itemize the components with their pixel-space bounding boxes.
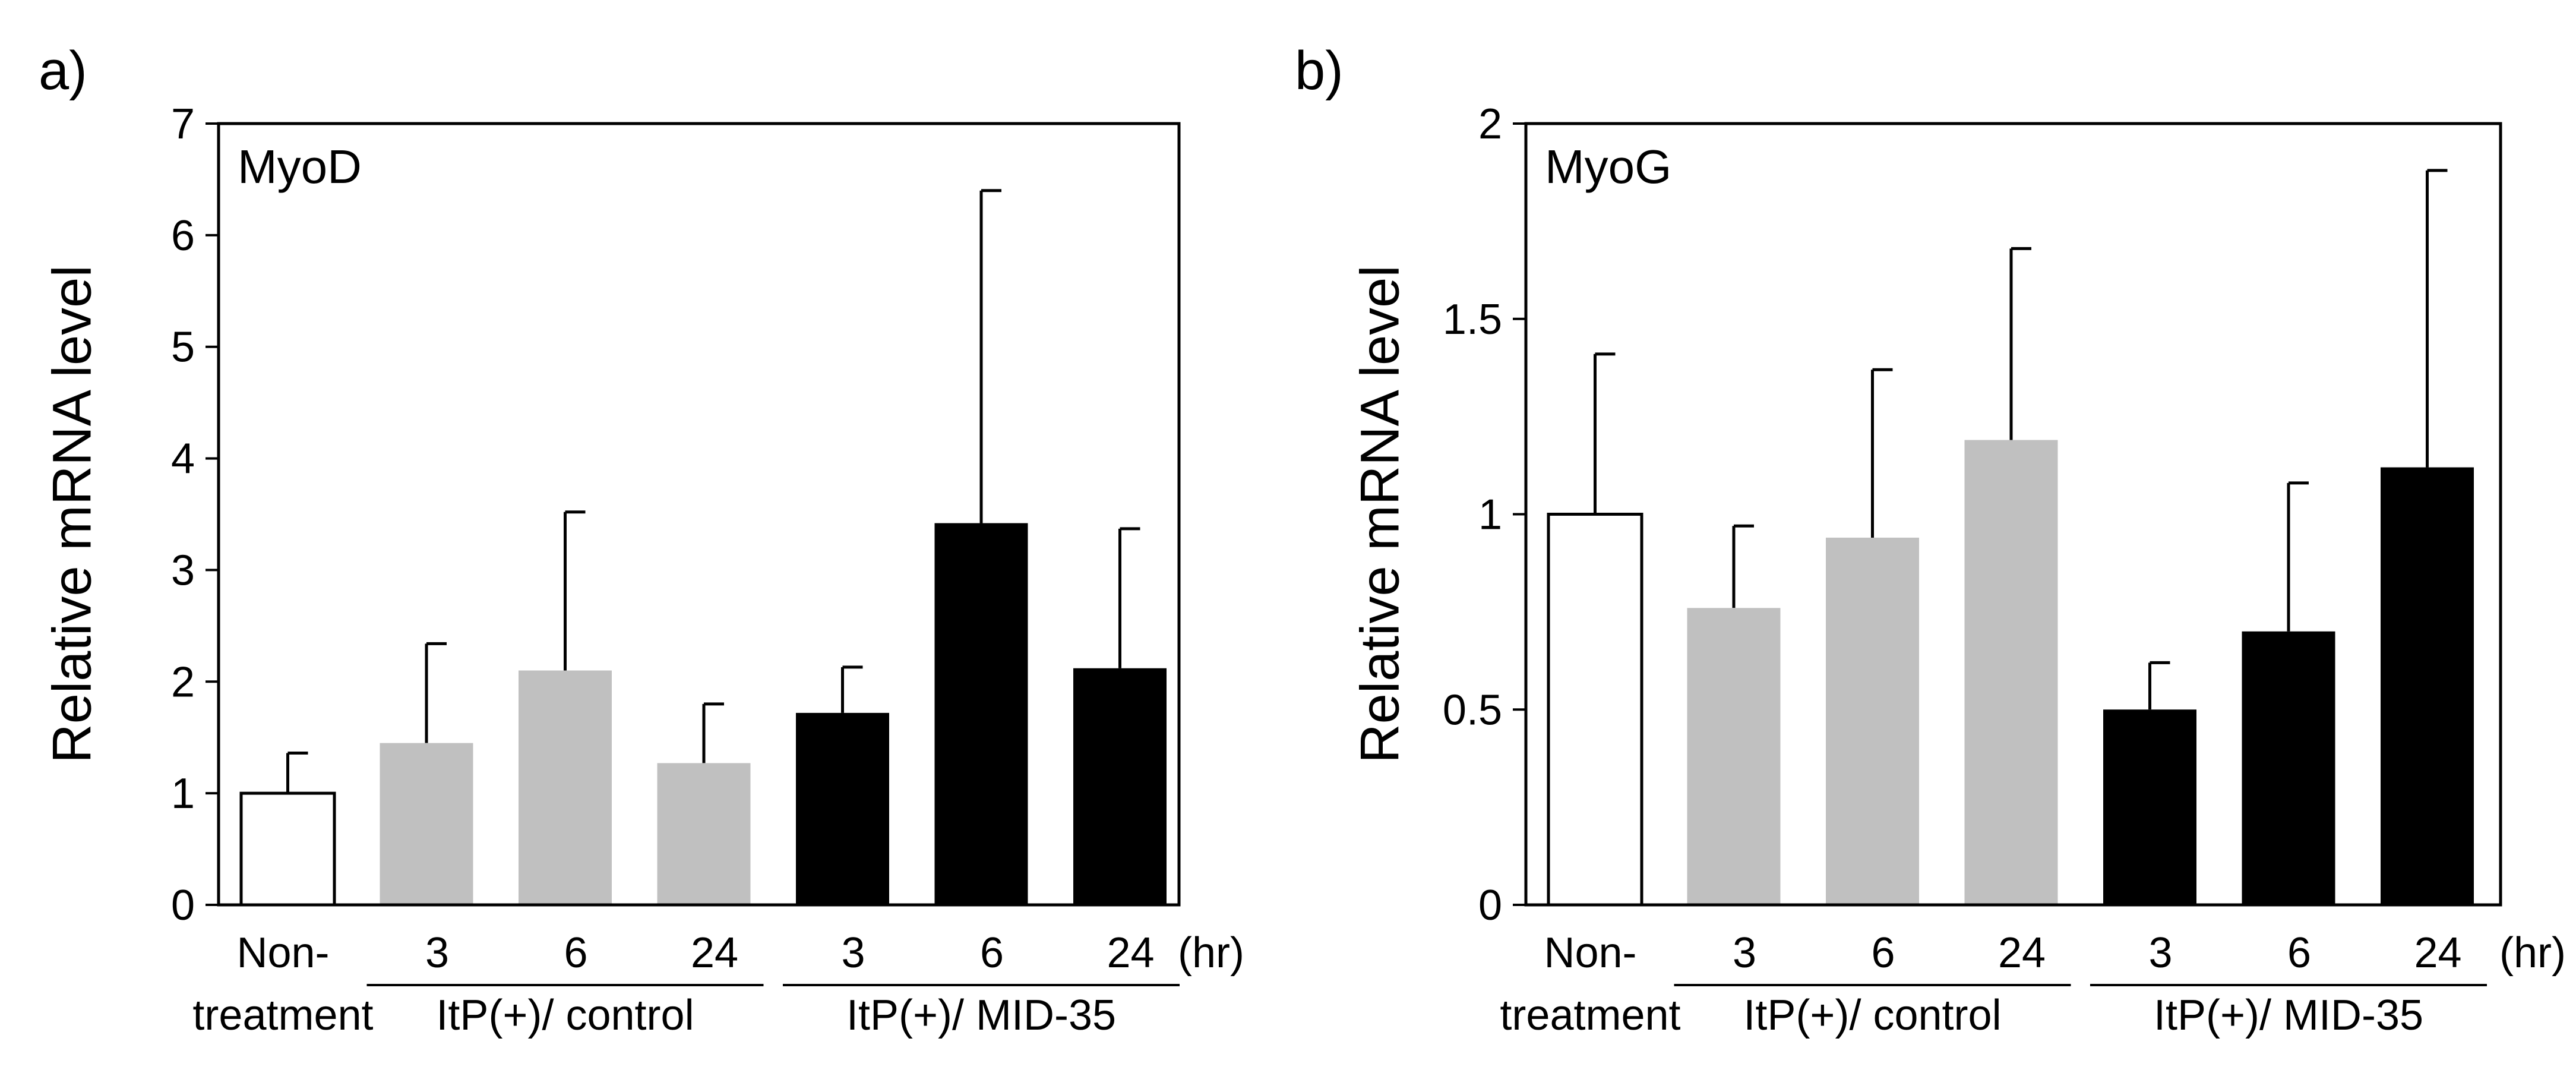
x-tick-label: 6 xyxy=(980,929,1004,977)
x-tick-label: 3 xyxy=(425,929,449,977)
chart-title: MyoD xyxy=(238,140,362,193)
group-label: ItP(+)/ MID-35 xyxy=(2154,992,2423,1039)
x-tick-label: 24 xyxy=(691,929,738,977)
y-axis-label: Relative mRNA level xyxy=(1349,265,1410,763)
bar xyxy=(1826,537,1919,905)
y-tick-label: 7 xyxy=(171,100,195,148)
y-tick-label: 4 xyxy=(171,435,195,483)
y-tick-label: 1 xyxy=(1478,491,1502,539)
bar xyxy=(519,670,612,905)
x-unit-label: (hr) xyxy=(2499,929,2566,977)
y-tick-label: 6 xyxy=(171,212,195,260)
y-tick-label: 0 xyxy=(171,882,195,929)
bar xyxy=(1687,608,1781,905)
x-tick-label: Non- xyxy=(236,929,329,977)
group-label: ItP(+)/ MID-35 xyxy=(846,992,1116,1039)
x-tick-label: treatment xyxy=(192,992,373,1039)
group-label: ItP(+)/ control xyxy=(1743,992,2001,1039)
x-unit-label: (hr) xyxy=(1178,929,1244,977)
x-tick-label: 6 xyxy=(1871,929,1895,977)
bar xyxy=(2381,467,2474,905)
plot-frame xyxy=(217,122,1181,907)
panel-label: a) xyxy=(39,40,87,101)
y-tick-label: 3 xyxy=(171,547,195,594)
y-tick-label: 0 xyxy=(1478,882,1502,929)
y-tick-label: 5 xyxy=(171,324,195,371)
bar xyxy=(2242,631,2335,905)
panel-label: b) xyxy=(1295,40,1344,101)
y-tick-label: 1.5 xyxy=(1443,296,1502,343)
x-tick-label: 6 xyxy=(564,929,587,977)
x-tick-label: treatment xyxy=(1500,992,1680,1039)
x-tick-label: 24 xyxy=(2414,929,2461,977)
x-tick-label: 3 xyxy=(1733,929,1756,977)
x-tick-label: Non- xyxy=(1544,929,1636,977)
group-label: ItP(+)/ control xyxy=(436,992,694,1039)
plot-frame xyxy=(1524,122,2502,907)
y-axis-label: Relative mRNA level xyxy=(42,265,102,763)
x-tick-label: 24 xyxy=(1998,929,2046,977)
x-tick-label: 3 xyxy=(2148,929,2172,977)
x-tick-label: 3 xyxy=(841,929,865,977)
chart-panel-a: a) Relative mRNA level 0 1 2 3 4 5 6 7 MyoD Non-tre… xyxy=(39,40,1244,1039)
bar xyxy=(1547,513,1643,907)
y-tick-label: 1 xyxy=(171,770,195,818)
bar xyxy=(2103,709,2196,905)
bar xyxy=(796,712,889,905)
bar xyxy=(380,743,473,905)
bar xyxy=(1964,440,2058,905)
y-tick-label: 2 xyxy=(1478,100,1502,148)
bar xyxy=(1073,668,1167,905)
chart-title: MyoG xyxy=(1545,140,1671,193)
chart-panel-b: b) Relative mRNA level 0 0.5 1 1.5 2 MyoG Non-tr… xyxy=(1295,40,2566,1039)
y-tick-label: 2 xyxy=(171,658,195,706)
y-tick-label: 0.5 xyxy=(1443,686,1502,734)
x-tick-label: 6 xyxy=(2287,929,2311,977)
bar xyxy=(239,791,336,907)
bar xyxy=(657,763,751,905)
x-tick-label: 24 xyxy=(1107,929,1154,977)
bar xyxy=(934,523,1028,905)
